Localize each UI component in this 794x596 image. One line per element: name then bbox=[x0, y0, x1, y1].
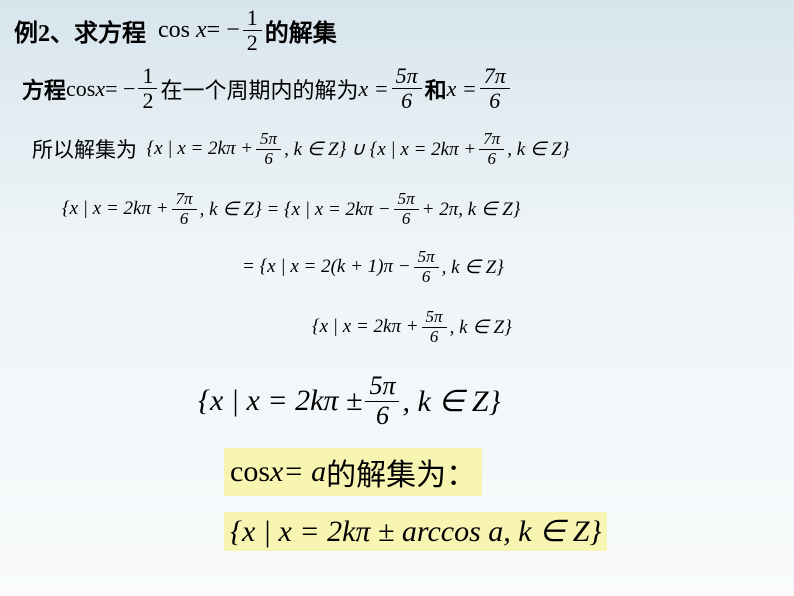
fraction: 7π 6 bbox=[172, 190, 197, 228]
fraction: 7π 6 bbox=[479, 130, 504, 168]
solution-line-5: {x | x = 2kπ + 5π 6 , k ∈ Z} bbox=[312, 308, 512, 346]
fraction: 5π 6 bbox=[394, 190, 419, 228]
fraction: 5π 6 bbox=[422, 308, 447, 346]
var-x: x bbox=[196, 17, 207, 44]
fraction: 5π 6 bbox=[392, 64, 422, 113]
fraction-half: 1 2 bbox=[243, 6, 262, 55]
label-equation: 方程 bbox=[22, 73, 66, 105]
fraction: 5π 6 bbox=[414, 248, 439, 286]
general-formula: {x | x = 2kπ ± arccos a, k ∈ Z} bbox=[224, 512, 607, 551]
solution-line-3: {x | x = 2kπ + 7π 6 , k ∈ Z} = {x | x = … bbox=[62, 190, 520, 228]
fraction: 5π 6 bbox=[256, 130, 281, 168]
solution-line-2: 所以解集为 {x | x = 2kπ + 5π 6 , k ∈ Z} ∪ {x … bbox=[32, 130, 569, 168]
solution-line-1: 方程 cos x = − 1 2 在一个周期内的解为 x = 5π 6 和 x … bbox=[22, 64, 513, 113]
title-suffix: 的解集 bbox=[265, 13, 337, 48]
fraction: 1 2 bbox=[138, 64, 157, 113]
title-prefix: 例2、求方程 bbox=[14, 13, 146, 48]
eq-sign: = − bbox=[207, 17, 240, 44]
cos-text: cos bbox=[158, 17, 190, 44]
general-formula-label: cos x = a 的解集为： bbox=[224, 448, 482, 496]
solution-line-4: = {x | x = 2(k + 1)π − 5π 6 , k ∈ Z} bbox=[242, 248, 504, 286]
example-title: 例2、求方程 cos x = − 1 2 的解集 bbox=[14, 6, 337, 55]
final-solution-set: {x | x = 2kπ ± 5π 6 , k ∈ Z} bbox=[198, 372, 501, 430]
fraction: 7π 6 bbox=[480, 64, 510, 113]
fraction: 5π 6 bbox=[365, 372, 399, 430]
